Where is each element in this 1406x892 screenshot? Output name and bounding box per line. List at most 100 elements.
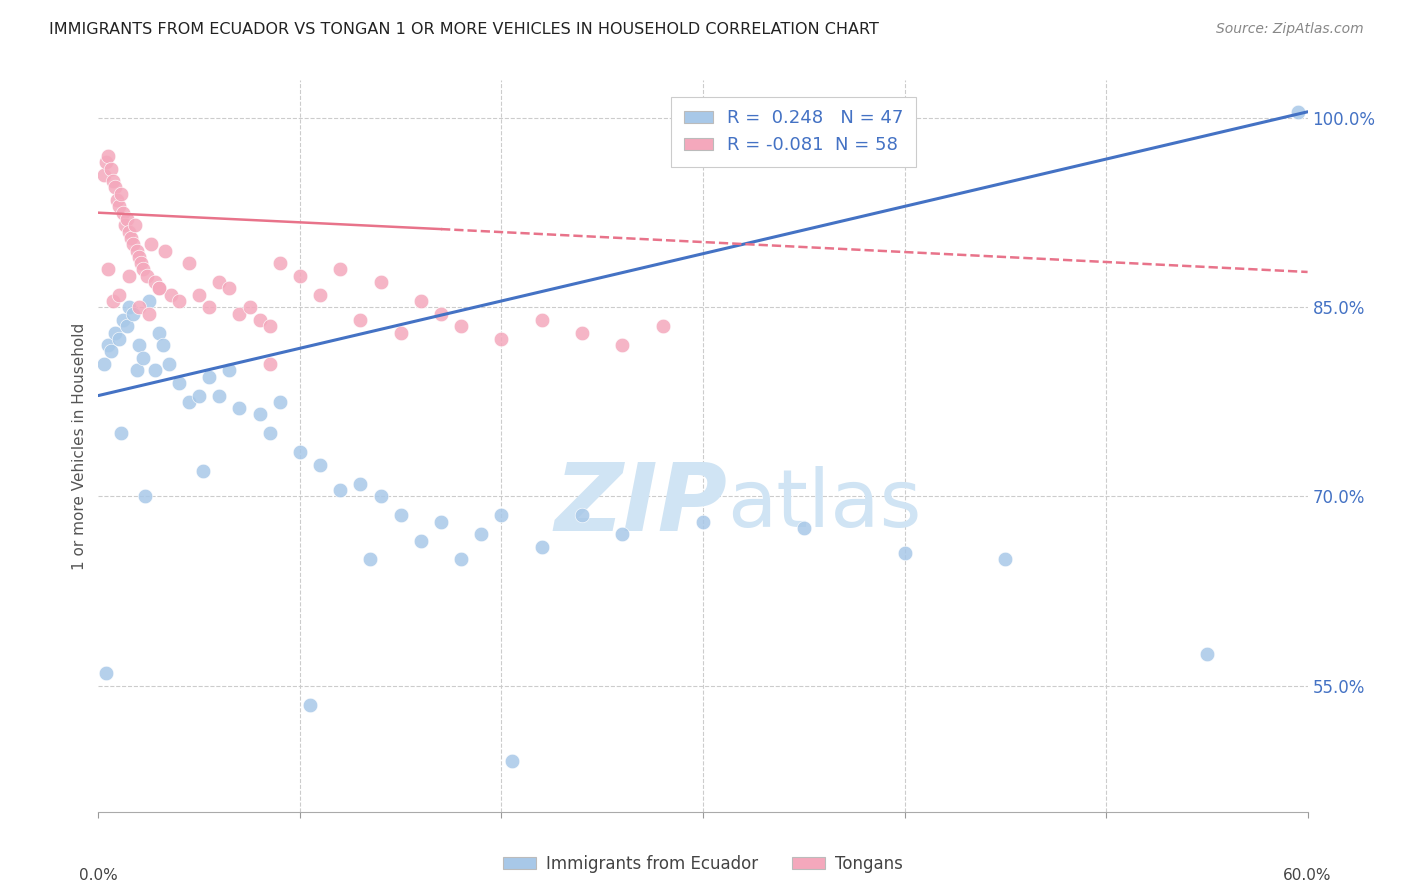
- Point: [101, 293, 124, 308]
- Point: [612, 527, 634, 541]
- Point: [329, 262, 352, 277]
- Point: [530, 313, 553, 327]
- Point: [148, 281, 170, 295]
- Point: [188, 287, 211, 301]
- Point: [409, 293, 432, 308]
- Point: [110, 186, 132, 201]
- Point: [120, 231, 142, 245]
- Point: [218, 281, 240, 295]
- Point: [97, 338, 120, 352]
- Point: [1195, 647, 1218, 661]
- Point: [208, 275, 231, 289]
- Point: [143, 363, 166, 377]
- Text: ZIP: ZIP: [554, 458, 727, 550]
- Point: [309, 287, 332, 301]
- Point: [349, 476, 371, 491]
- Point: [121, 237, 143, 252]
- Point: [259, 426, 281, 441]
- Point: [651, 319, 673, 334]
- Point: [360, 552, 382, 566]
- Point: [157, 357, 180, 371]
- Point: [97, 149, 120, 163]
- Point: [269, 395, 291, 409]
- Text: 60.0%: 60.0%: [1284, 869, 1331, 883]
- Point: [124, 219, 146, 233]
- Point: [167, 376, 190, 390]
- Point: [128, 338, 150, 352]
- Point: [269, 256, 291, 270]
- Point: [198, 369, 221, 384]
- Point: [114, 219, 136, 233]
- Point: [389, 508, 412, 523]
- Point: [93, 168, 115, 182]
- Point: [208, 388, 231, 402]
- Point: [389, 326, 412, 340]
- Point: [612, 338, 634, 352]
- Legend: Immigrants from Ecuador, Tongans: Immigrants from Ecuador, Tongans: [496, 848, 910, 880]
- Point: [188, 388, 211, 402]
- Point: [491, 332, 513, 346]
- Point: [450, 319, 472, 334]
- Point: [129, 256, 152, 270]
- Point: [571, 508, 593, 523]
- Point: [115, 212, 138, 227]
- Point: [148, 326, 170, 340]
- Point: [239, 300, 262, 314]
- Point: [103, 326, 125, 340]
- Point: [139, 237, 162, 252]
- Point: [152, 338, 174, 352]
- Point: [430, 515, 453, 529]
- Point: [107, 287, 129, 301]
- Point: [349, 313, 371, 327]
- Point: [97, 262, 120, 277]
- Point: [118, 268, 141, 283]
- Text: Source: ZipAtlas.com: Source: ZipAtlas.com: [1216, 22, 1364, 37]
- Point: [107, 199, 129, 213]
- Point: [132, 351, 155, 365]
- Point: [893, 546, 915, 560]
- Point: [100, 161, 122, 176]
- Point: [530, 540, 553, 554]
- Point: [135, 268, 157, 283]
- Point: [329, 483, 352, 497]
- Point: [153, 244, 176, 258]
- Point: [128, 250, 150, 264]
- Point: [93, 357, 115, 371]
- Point: [491, 508, 513, 523]
- Point: [103, 180, 125, 194]
- Point: [370, 490, 392, 504]
- Point: [249, 408, 271, 422]
- Y-axis label: 1 or more Vehicles in Household: 1 or more Vehicles in Household: [72, 322, 87, 570]
- Point: [148, 281, 170, 295]
- Point: [115, 319, 138, 334]
- Point: [228, 307, 250, 321]
- Point: [193, 464, 215, 478]
- Point: [160, 287, 183, 301]
- Point: [100, 344, 122, 359]
- Point: [111, 205, 134, 219]
- Point: [125, 244, 148, 258]
- Point: [111, 313, 134, 327]
- Point: [105, 193, 128, 207]
- Point: [299, 698, 322, 712]
- Point: [118, 300, 141, 314]
- Legend: R =  0.248   N = 47, R = -0.081  N = 58: R = 0.248 N = 47, R = -0.081 N = 58: [671, 96, 917, 167]
- Point: [288, 268, 311, 283]
- Point: [167, 293, 190, 308]
- Point: [409, 533, 432, 548]
- Point: [118, 225, 141, 239]
- Point: [138, 293, 160, 308]
- Point: [994, 552, 1017, 566]
- Text: IMMIGRANTS FROM ECUADOR VS TONGAN 1 OR MORE VEHICLES IN HOUSEHOLD CORRELATION CH: IMMIGRANTS FROM ECUADOR VS TONGAN 1 OR M…: [49, 22, 879, 37]
- Point: [1286, 104, 1309, 119]
- Point: [571, 326, 593, 340]
- Point: [101, 174, 124, 188]
- Point: [107, 332, 129, 346]
- Point: [134, 490, 156, 504]
- Point: [179, 395, 201, 409]
- Point: [692, 515, 714, 529]
- Point: [259, 357, 281, 371]
- Text: atlas: atlas: [727, 466, 921, 543]
- Point: [218, 363, 240, 377]
- Point: [370, 275, 392, 289]
